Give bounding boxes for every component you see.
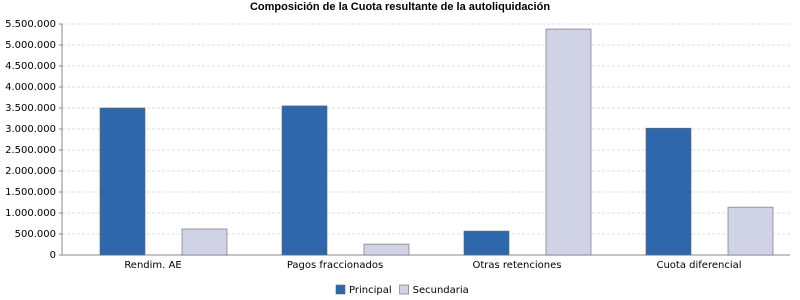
- y-tick-label: 1.000.000: [5, 208, 56, 219]
- y-tick-label: 500.000: [15, 229, 56, 240]
- y-tick-label: 4.500.000: [5, 61, 56, 72]
- y-tick-label: 4.000.000: [5, 82, 56, 93]
- x-tick-label: Rendim. AE: [124, 260, 181, 271]
- y-tick-label: 0: [50, 250, 56, 261]
- x-tick-label: Otras retenciones: [473, 260, 562, 271]
- bar: [181, 228, 228, 256]
- bar: [545, 28, 592, 256]
- y-tick-label: 3.500.000: [5, 103, 56, 114]
- legend-swatch: [399, 284, 409, 295]
- y-tick-label: 3.000.000: [5, 124, 56, 135]
- y-tick-label: 5.500.000: [5, 19, 56, 30]
- chart-title: Composición de la Cuota resultante de la…: [250, 1, 550, 13]
- y-tick-label: 5.000.000: [5, 40, 56, 51]
- legend-swatch: [335, 284, 346, 295]
- x-tick-label: Pagos fraccionados: [287, 260, 383, 271]
- y-tick-label: 1.500.000: [5, 187, 56, 198]
- y-tick-label: 2.500.000: [5, 145, 56, 156]
- bar: [99, 107, 146, 256]
- bar: [463, 230, 510, 256]
- legend-label: Secundaria: [413, 285, 469, 296]
- bar: [645, 127, 692, 256]
- x-tick-label: Cuota diferencial: [656, 260, 741, 271]
- legend-label: Principal: [349, 285, 392, 296]
- bar: [727, 206, 774, 256]
- y-tick-label: 2.000.000: [5, 166, 56, 177]
- bar: [363, 243, 410, 256]
- bar: [281, 105, 328, 256]
